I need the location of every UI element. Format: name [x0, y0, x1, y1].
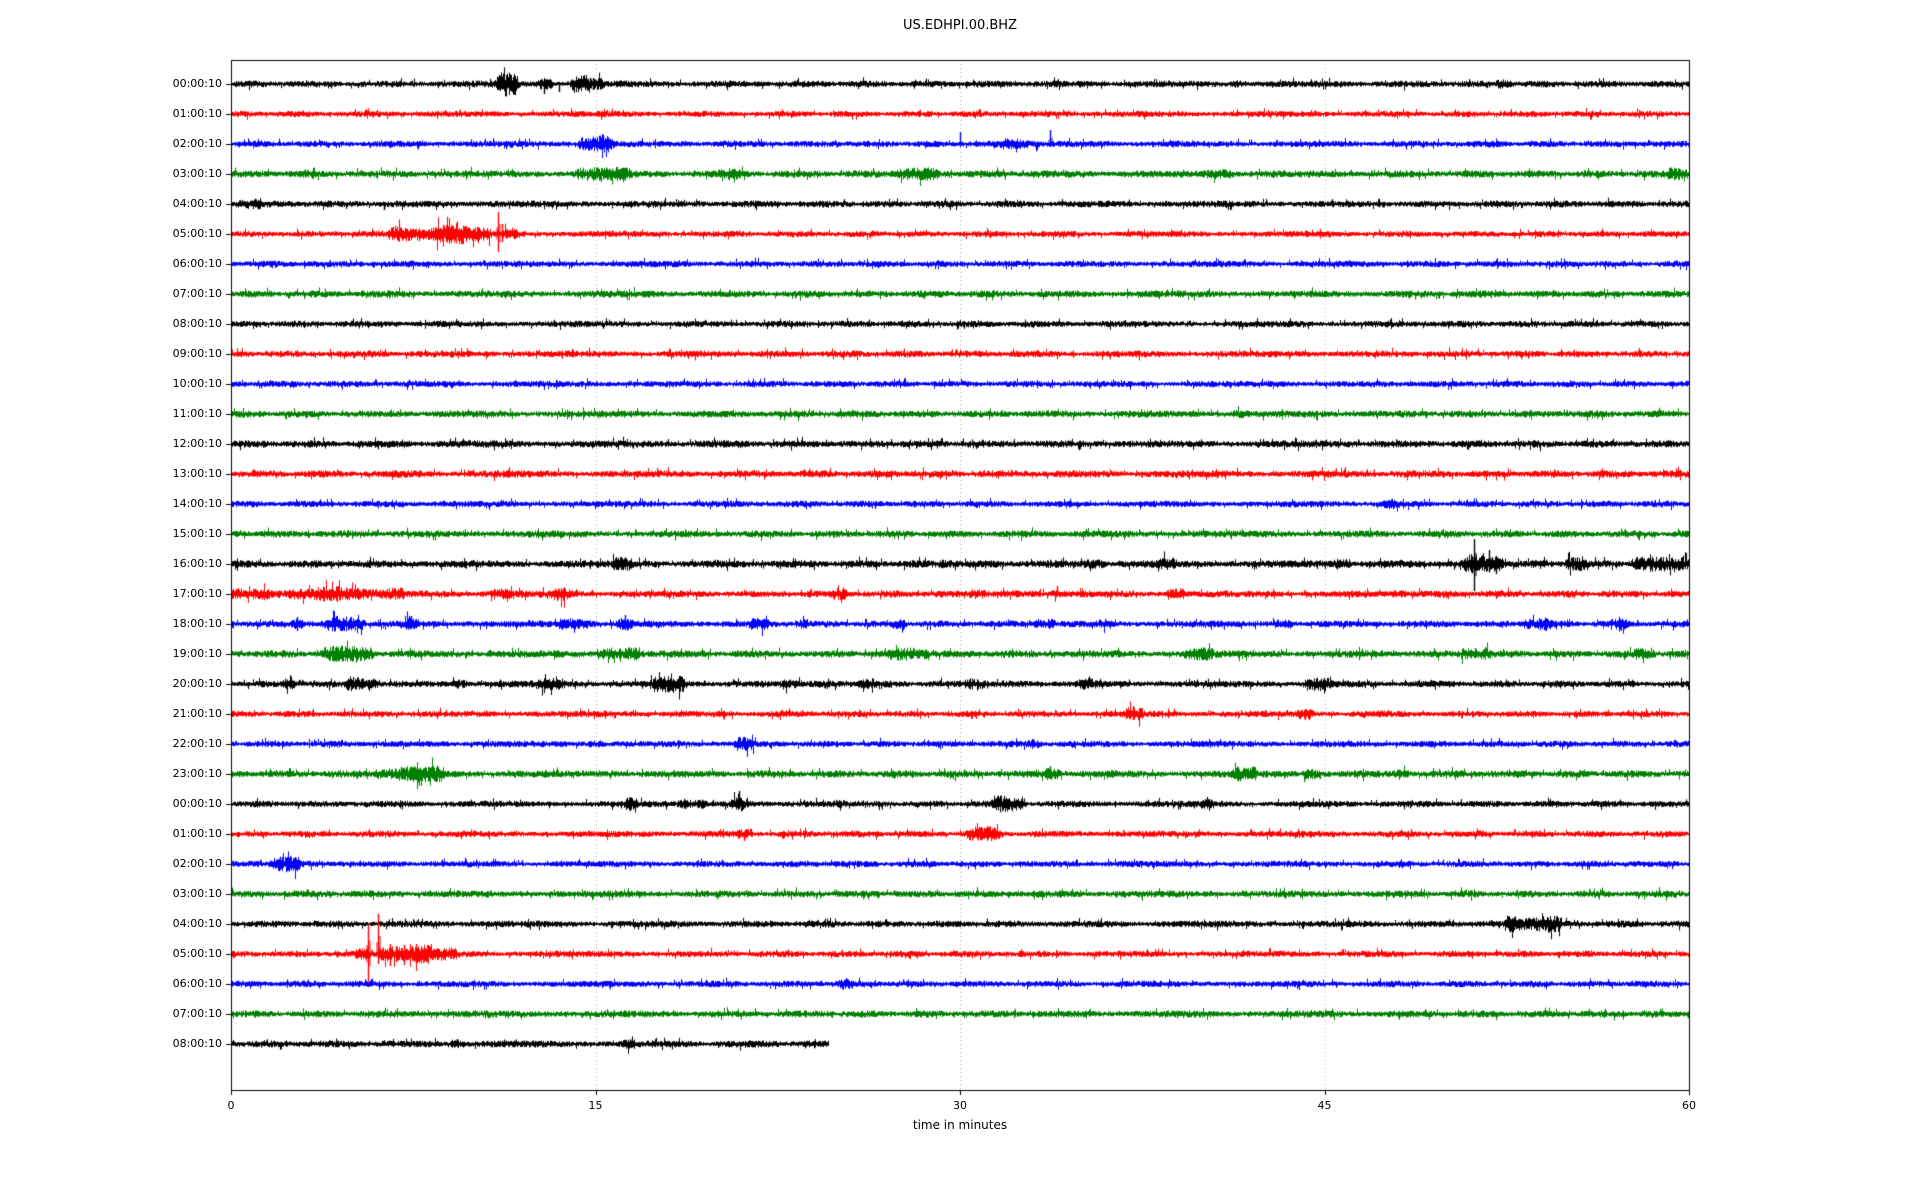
x-tick-label: 0	[227, 1099, 235, 1112]
y-tick-label: 06:00:10	[172, 257, 222, 270]
y-tick-label: 01:00:10	[172, 827, 222, 840]
y-tick-label: 08:00:10	[172, 317, 222, 330]
y-tick-label: 07:00:10	[172, 1007, 222, 1020]
y-tick-label: 06:00:10	[172, 977, 222, 990]
y-tick-label: 23:00:10	[172, 767, 222, 780]
y-tick-label: 18:00:10	[172, 617, 222, 630]
y-tick-label: 13:00:10	[172, 467, 222, 480]
y-tick-label: 22:00:10	[172, 737, 222, 750]
y-tick-label: 12:00:10	[172, 437, 222, 450]
y-tick-label: 03:00:10	[172, 887, 222, 900]
y-tick-label: 07:00:10	[172, 287, 222, 300]
y-tick-label: 05:00:10	[172, 947, 222, 960]
chart-title: US.EDHPI.00.BHZ	[903, 18, 1017, 33]
y-tick-label: 08:00:10	[172, 1037, 222, 1050]
y-tick-label: 19:00:10	[172, 647, 222, 660]
y-tick-label: 09:00:10	[172, 347, 222, 360]
y-tick-label: 10:00:10	[172, 377, 222, 390]
x-tick-label: 60	[1682, 1099, 1696, 1112]
y-tick-label: 11:00:10	[172, 407, 222, 420]
y-tick-label: 03:00:10	[172, 167, 222, 180]
y-tick-label: 05:00:10	[172, 227, 222, 240]
y-tick-label: 21:00:10	[172, 707, 222, 720]
y-tick-label: 00:00:10	[172, 77, 222, 90]
y-tick-label: 02:00:10	[172, 857, 222, 870]
x-tick-label: 45	[1317, 1099, 1332, 1112]
y-tick-label: 04:00:10	[172, 917, 222, 930]
y-tick-label: 20:00:10	[172, 677, 222, 690]
x-tick-label: 15	[588, 1099, 603, 1112]
x-tick-label: 30	[953, 1099, 967, 1112]
y-tick-label: 02:00:10	[172, 137, 222, 150]
y-tick-label: 00:00:10	[172, 797, 222, 810]
x-axis-title: time in minutes	[912, 1118, 1008, 1132]
y-tick-label: 04:00:10	[172, 197, 222, 210]
y-tick-label: 15:00:10	[172, 527, 222, 540]
y-tick-label: 14:00:10	[172, 497, 222, 510]
y-tick-label: 01:00:10	[172, 107, 222, 120]
y-tick-label: 16:00:10	[172, 557, 222, 570]
y-tick-label: 17:00:10	[172, 587, 222, 600]
